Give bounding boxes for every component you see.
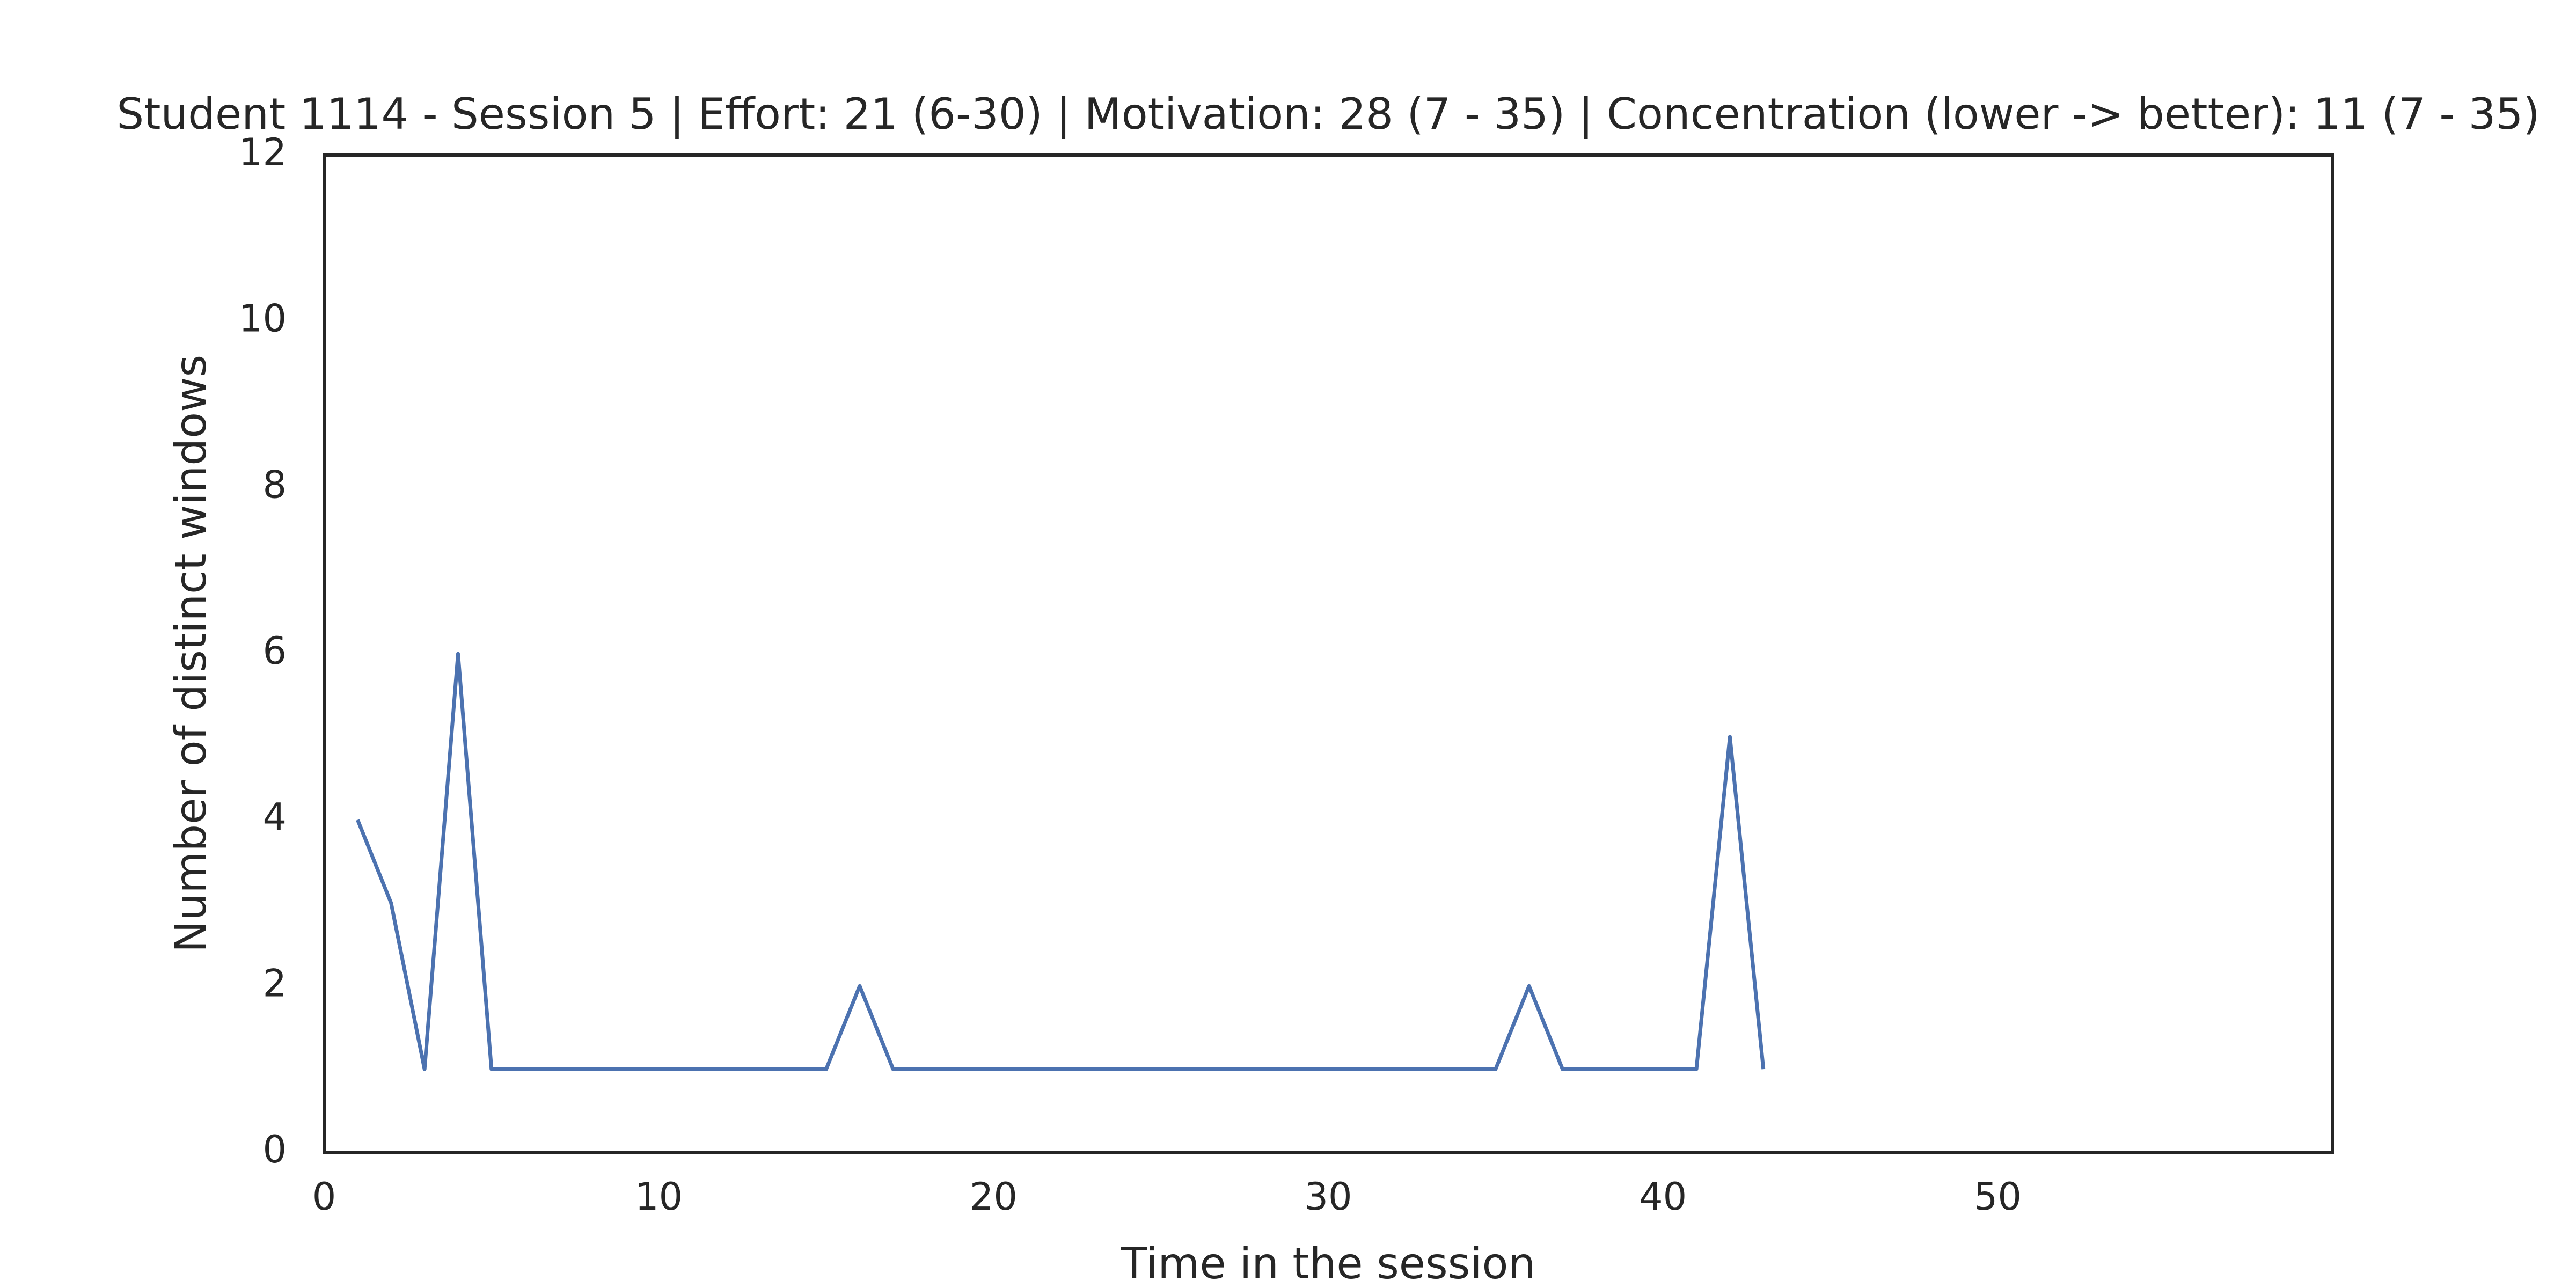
series-line (356, 652, 1766, 1071)
y-tick-label: 6 (262, 629, 287, 673)
chart-title: Student 1114 - Session 5 | Effort: 21 (6… (116, 89, 2540, 140)
y-tick-label: 2 (262, 961, 287, 1005)
series-layer (356, 652, 1766, 1071)
plot-area (323, 153, 2334, 1154)
x-tick-label: 10 (635, 1175, 683, 1219)
y-tick-label: 10 (239, 297, 287, 341)
x-tick-label: 30 (1304, 1175, 1352, 1219)
y-tick-label: 12 (239, 130, 287, 174)
x-tick-label: 20 (970, 1175, 1018, 1219)
x-tick-label: 40 (1639, 1175, 1687, 1219)
y-tick-label: 8 (262, 463, 287, 507)
plot-frame (323, 153, 2334, 1154)
x-axis-ticks: 0 10 20 30 40 50 (312, 1175, 2022, 1219)
x-tick-label: 0 (312, 1175, 336, 1219)
x-axis-label: Time in the session (1121, 1239, 1535, 1288)
y-tick-label: 0 (262, 1128, 287, 1172)
x-tick-label: 50 (1974, 1175, 2022, 1219)
y-axis-label: Number of distinct windows (166, 355, 216, 953)
y-tick-label: 4 (262, 795, 287, 839)
y-axis-ticks: 0 2 4 6 8 10 12 (239, 130, 287, 1172)
